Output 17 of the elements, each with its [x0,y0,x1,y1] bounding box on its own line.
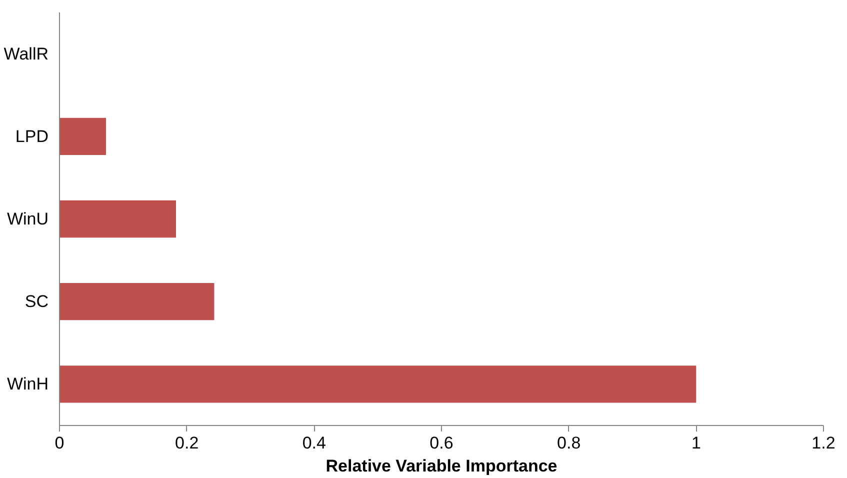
x-tick-label: 0.6 [430,434,454,452]
x-tick-label: 1.2 [812,434,836,452]
y-tick-label: SC [24,292,49,312]
y-tick-label: WallR [4,44,49,64]
bar [60,283,214,320]
bar [60,200,176,238]
x-tick-label: 0 [54,434,64,452]
x-tick-label: 0.8 [557,434,581,452]
y-tick-label: WinU [6,210,49,228]
x-axis-title: Relative Variable Importance [326,456,558,476]
x-tick-label: 0.4 [302,434,326,452]
bar [60,366,696,403]
y-tick-label: WinH [6,374,49,394]
bar [60,118,106,155]
x-tick-label: 1 [691,434,701,452]
y-tick-label: LPD [15,126,49,146]
x-tick-label: 0.2 [175,434,199,452]
